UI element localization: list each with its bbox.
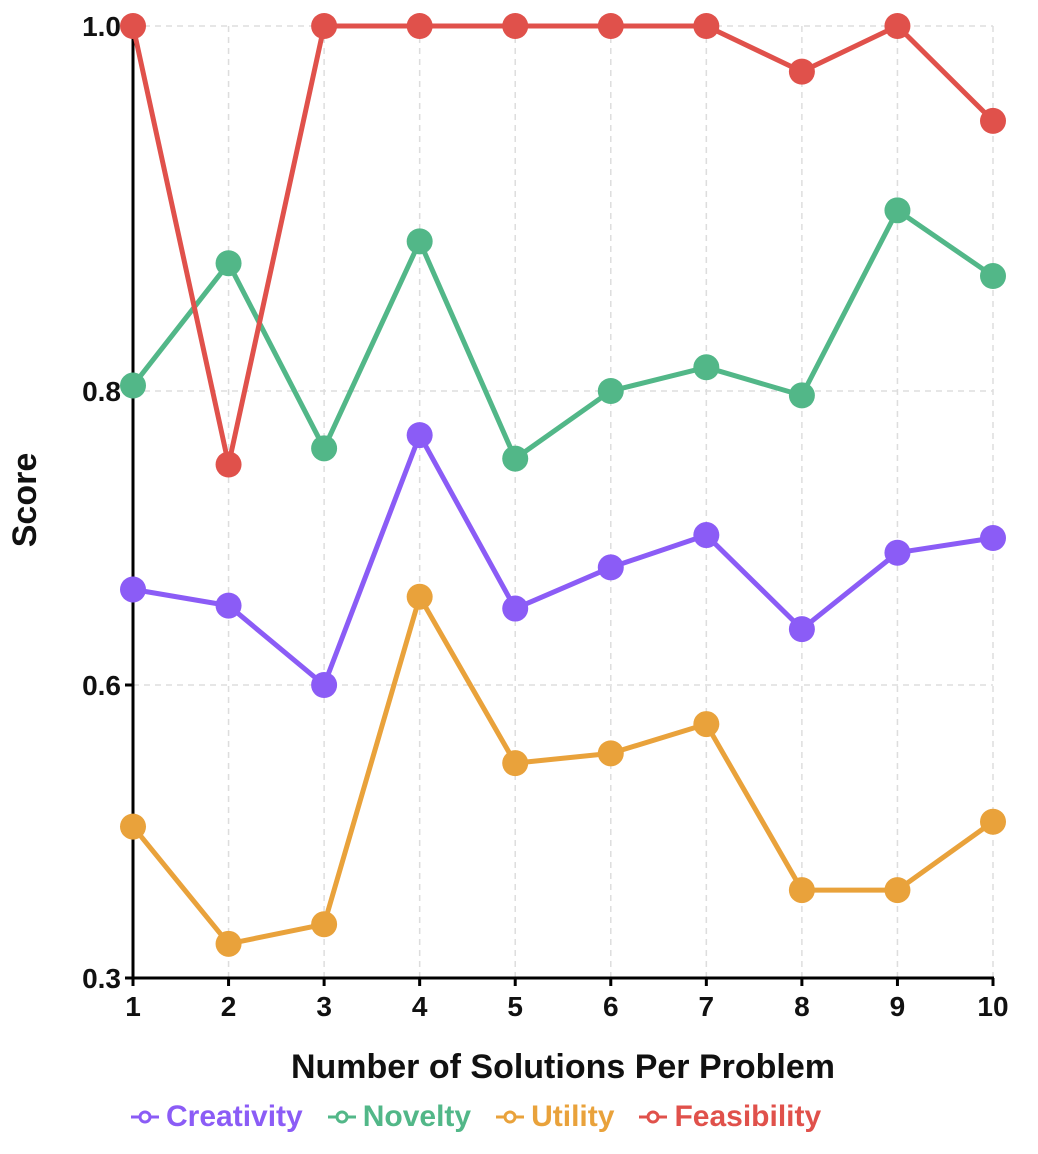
y-tick-label: 1.0	[82, 11, 121, 42]
data-point-utility	[502, 750, 529, 777]
data-point-utility	[311, 911, 338, 938]
x-tick-label: 10	[977, 991, 1008, 1022]
tick-labels: 1.0 0.8 0.6 0.31 2 3 4 5 6 7 8 9 10	[82, 11, 1009, 1022]
data-point-utility	[215, 930, 242, 957]
legend-label: Utility	[531, 1100, 615, 1133]
x-tick-label: 9	[890, 991, 906, 1022]
data-point-novelty	[120, 372, 146, 399]
series-line-creativity	[130, 432, 996, 688]
data-point-utility	[788, 877, 815, 904]
x-tick-label: 8	[794, 991, 810, 1022]
legend-marker-icon	[131, 1110, 159, 1124]
series-line-novelty	[130, 207, 996, 462]
data-point-creativity	[693, 522, 720, 549]
data-point-creativity	[884, 539, 911, 566]
series-line-feasibility	[130, 23, 996, 467]
data-point-utility	[980, 808, 1006, 835]
data-point-novelty	[693, 354, 720, 381]
data-point-feasibility	[311, 13, 338, 39]
data-point-novelty	[980, 263, 1006, 290]
data-point-feasibility	[215, 451, 242, 478]
x-tick-label: 6	[603, 991, 619, 1022]
data-point-utility	[406, 583, 433, 610]
data-point-novelty	[215, 250, 242, 277]
data-point-creativity	[788, 616, 815, 643]
x-tick-label: 4	[412, 991, 428, 1022]
legend-label: Feasibility	[674, 1100, 822, 1133]
data-point-feasibility	[406, 13, 433, 39]
y-tick-label: 0.8	[82, 376, 121, 407]
x-tick-label: 1	[125, 991, 141, 1022]
data-point-novelty	[406, 228, 433, 255]
series-points	[120, 13, 1006, 957]
data-point-novelty	[788, 382, 815, 409]
data-point-feasibility	[502, 13, 529, 39]
data-point-feasibility	[120, 13, 146, 39]
data-point-novelty	[502, 445, 529, 472]
legend-item-utility[interactable]: Utility	[495, 1100, 614, 1134]
data-point-feasibility	[597, 13, 624, 39]
x-tick-label: 7	[699, 991, 715, 1022]
data-point-creativity	[502, 595, 529, 622]
data-point-utility	[693, 711, 720, 738]
data-point-creativity	[120, 576, 146, 603]
data-point-creativity	[980, 525, 1006, 551]
data-point-utility	[597, 740, 624, 767]
data-point-creativity	[597, 554, 624, 581]
data-point-creativity	[215, 592, 242, 619]
data-point-creativity	[311, 672, 338, 698]
data-point-feasibility	[788, 58, 815, 85]
data-point-utility	[120, 813, 146, 840]
legend-label: Novelty	[362, 1100, 472, 1133]
y-tick-label: 0.6	[82, 670, 121, 701]
grid-lines	[133, 25, 994, 979]
series-line-utility	[130, 594, 996, 947]
legend-item-creativity[interactable]: Creativity	[130, 1100, 303, 1134]
data-point-creativity	[406, 422, 433, 449]
axes	[125, 24, 995, 986]
legend: Creativity Novelty Utility Feasibility	[130, 1100, 821, 1134]
data-point-utility	[884, 877, 911, 904]
data-point-feasibility	[884, 13, 911, 39]
legend-item-novelty[interactable]: Novelty	[327, 1100, 471, 1134]
x-tick-label: 5	[507, 991, 523, 1022]
x-axis-title: Number of Solutions Per Problem	[291, 1048, 835, 1086]
y-tick-label: 0.3	[82, 963, 121, 994]
legend-item-feasibility[interactable]: Feasibility	[638, 1100, 821, 1134]
x-tick-label: 3	[316, 991, 332, 1022]
legend-marker-icon	[496, 1110, 525, 1124]
data-point-novelty	[597, 378, 624, 404]
series-lines	[130, 23, 996, 947]
data-point-feasibility	[980, 107, 1006, 134]
data-point-feasibility	[693, 13, 720, 39]
data-point-novelty	[311, 435, 338, 462]
x-tick-label: 2	[221, 991, 237, 1022]
legend-marker-icon	[327, 1110, 356, 1124]
y-axis-title: Score	[6, 453, 44, 548]
legend-label: Creativity	[166, 1100, 303, 1133]
legend-marker-icon	[639, 1110, 668, 1124]
data-point-novelty	[884, 197, 911, 224]
